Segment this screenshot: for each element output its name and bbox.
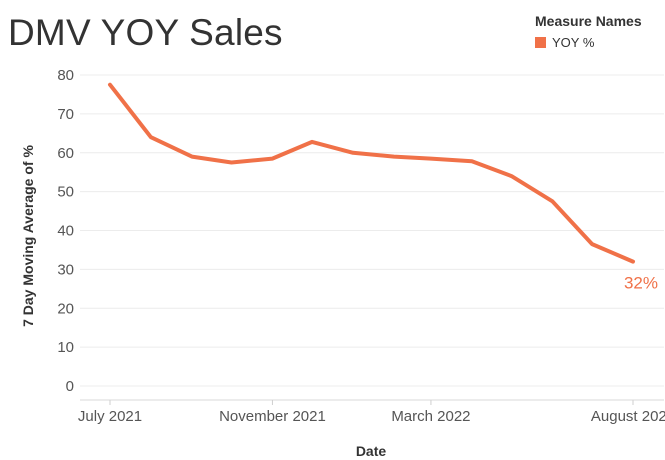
y-tick-label: 60 (57, 145, 74, 162)
data-point[interactable] (588, 240, 596, 248)
data-point[interactable] (147, 133, 155, 141)
y-tick-label: 80 (57, 67, 74, 84)
series-layer: 32% (106, 81, 658, 293)
y-tick-label: 50 (57, 184, 74, 201)
data-point[interactable] (507, 172, 515, 180)
legend-item-yoy[interactable]: YOY % (535, 36, 660, 49)
y-tick-label: 70 (57, 106, 74, 123)
data-point[interactable] (268, 155, 276, 163)
x-axis-title: Date (356, 443, 387, 459)
series-line-yoy[interactable] (108, 82, 635, 264)
legend-label: YOY % (552, 35, 595, 50)
data-point[interactable] (106, 81, 114, 89)
legend-swatch (535, 37, 546, 48)
end-data-label: 32% (624, 274, 658, 293)
x-tick-label: August 2022 (591, 408, 665, 425)
data-point[interactable] (427, 155, 435, 163)
data-point[interactable] (390, 153, 398, 161)
x-tick-label: November 2021 (219, 408, 326, 425)
data-point[interactable] (468, 157, 476, 165)
gridlines (80, 74, 664, 387)
y-tick-label: 20 (57, 300, 74, 317)
chart-title: DMV YOY Sales (8, 12, 283, 53)
y-axis-ticks: 0 10 20 30 40 50 60 70 80 (57, 67, 74, 395)
data-point[interactable] (308, 138, 316, 146)
data-point[interactable] (548, 197, 556, 205)
x-tick-label: July 2021 (78, 408, 142, 425)
y-tick-label: 30 (57, 261, 74, 278)
y-tick-label: 0 (66, 378, 74, 395)
data-point[interactable] (188, 153, 196, 161)
data-point[interactable] (228, 158, 236, 166)
data-point[interactable] (629, 258, 637, 266)
y-tick-label: 40 (57, 223, 74, 240)
legend: Measure Names YOY % (535, 14, 660, 49)
x-axis: July 2021 November 2021 March 2022 August 2… (78, 399, 665, 425)
x-tick-label: March 2022 (391, 408, 470, 425)
y-tick-label: 10 (57, 339, 74, 356)
y-axis-title: 7 Day Moving Average of % (20, 145, 36, 327)
legend-title: Measure Names (535, 13, 642, 29)
data-point[interactable] (349, 149, 357, 157)
